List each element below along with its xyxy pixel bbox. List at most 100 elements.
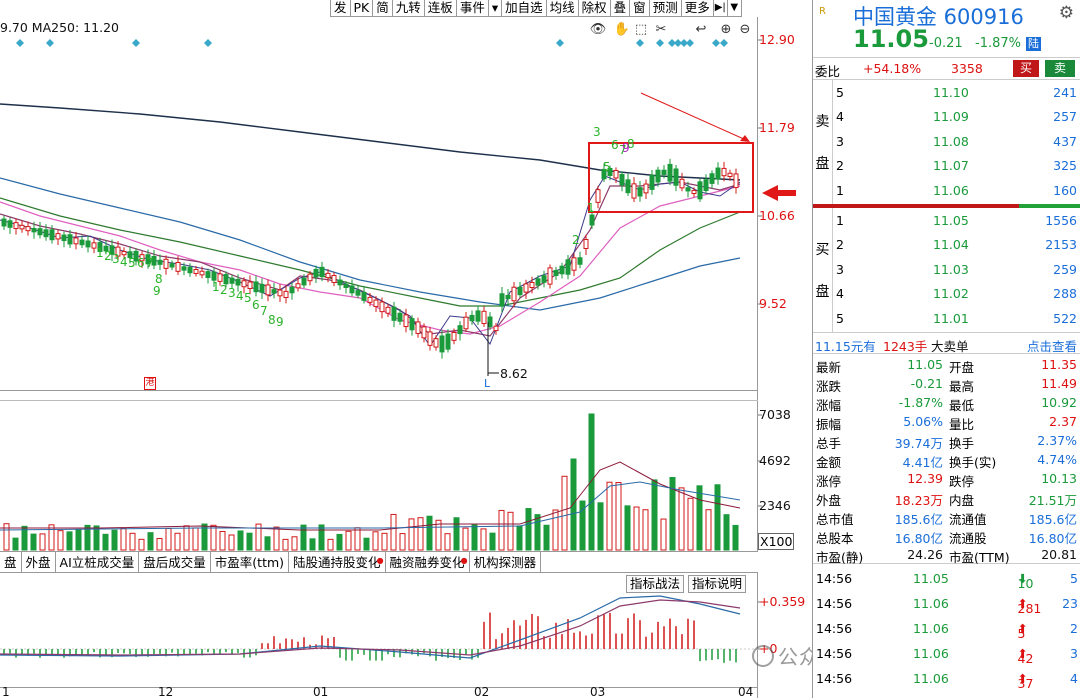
volume-bar (552, 509, 559, 551)
candlestick (19, 224, 25, 230)
indicator-help-button[interactable]: 指标说明 (688, 575, 747, 593)
event-diamond-icon[interactable] (680, 39, 688, 47)
eye-icon[interactable]: 👁 (590, 22, 607, 37)
ask-row[interactable]: 3 11.08 437 (833, 130, 1080, 154)
toolbar-item-jian[interactable]: 简 (373, 0, 393, 16)
tab-pe-ttm[interactable]: 市盈率(ttm) (211, 552, 290, 572)
bid-row[interactable]: 2 11.04 2153 (833, 233, 1080, 257)
ask-row[interactable]: 5 11.10 241 (833, 81, 1080, 105)
zoom-in-icon[interactable]: ⊕ (721, 22, 732, 37)
toolbar-dropdown-arrow[interactable]: ▾ (489, 0, 503, 16)
event-diamond-icon[interactable] (46, 39, 54, 47)
tab-northbound-holdings[interactable]: 陆股通持股变化 ● (289, 552, 386, 572)
candlestick (331, 274, 337, 283)
event-diamond-icon[interactable] (720, 39, 728, 47)
tab-waipan[interactable]: 外盘 (22, 552, 56, 572)
cursor-icon[interactable]: ⬚ (635, 22, 647, 37)
tab-ai-volume[interactable]: AI立桩成交量 (56, 552, 140, 572)
volume-bar (309, 538, 316, 551)
event-diamond-icon[interactable] (674, 39, 682, 47)
ask-label-char: 卖 (815, 114, 830, 130)
bid-level: 5 (836, 310, 844, 326)
event-diamond-icon[interactable] (16, 39, 24, 47)
toolbar-item-moving-average[interactable]: 均线 (547, 0, 579, 16)
toolbar-item-forecast[interactable]: 预测 (650, 0, 682, 16)
toolbar-item-more[interactable]: 更多 (682, 0, 714, 16)
event-diamond-icon[interactable] (686, 39, 694, 47)
event-diamond-icon[interactable] (712, 39, 720, 47)
candlestick (109, 245, 115, 255)
toolbar-item-window[interactable]: 窗 (630, 0, 650, 16)
scissors-icon[interactable]: ✂ (656, 22, 667, 37)
bid-row[interactable]: 1 11.05 1556 (833, 209, 1080, 233)
stat-row: 振幅 5.06% 量比 2.37 (813, 412, 1080, 432)
menu-arrow-icon[interactable]: ▼ (728, 0, 742, 16)
tab-institution-detector[interactable]: 机构探测器 (470, 552, 542, 572)
gear-icon[interactable]: ⚙ (1058, 3, 1074, 23)
ask-row[interactable]: 4 11.09 257 (833, 105, 1080, 129)
candlestick (157, 259, 163, 265)
toolbar-item-exright[interactable]: 除权 (579, 0, 611, 16)
ma120-line (0, 177, 741, 311)
stock-name[interactable]: 中国黄金 600916 (853, 5, 1024, 29)
stat-value: -0.21 (910, 376, 943, 391)
buy-button[interactable]: 买 (1013, 60, 1039, 77)
bid-row[interactable]: 4 11.02 288 (833, 282, 1080, 306)
indicator-strategy-button[interactable]: 指标战法 (626, 575, 685, 593)
back-arrow-icon[interactable]: ↩ (696, 22, 707, 37)
toolbar-item-jiuzhuan[interactable]: 九转 (393, 0, 425, 16)
volume-bar (282, 538, 289, 551)
kline-chart-area[interactable]: 👁 ✋ ⬚ ✂ ⊕ ⊖ ↩ 发 PK 简 九转 连板 事件 ▾ 加自选 均线 除权 叠 窗 … (0, 0, 967, 698)
event-diamond-icon[interactable] (556, 39, 564, 47)
candlestick (631, 183, 637, 199)
volume-bar (516, 525, 523, 551)
tab-after-hours-volume[interactable]: 盘后成交量 (139, 552, 211, 572)
candlestick (127, 251, 133, 259)
hand-icon[interactable]: ✋ (614, 21, 630, 37)
volume-axis-label: 2346 (759, 498, 791, 513)
ask-row[interactable]: 1 11.06 160 (833, 179, 1080, 203)
tab-margin-trading[interactable]: 融资融券变化 ● (386, 552, 470, 572)
bid-price: 11.04 (933, 237, 969, 253)
bid-price: 11.02 (933, 286, 969, 302)
bid-row[interactable]: 5 11.01 522 (833, 307, 1080, 331)
event-diamond-icon[interactable] (204, 39, 212, 47)
tick-volume: 42 ⬆ (1018, 646, 1034, 666)
event-diamond-icon[interactable] (132, 39, 140, 47)
panel-toggle-icon[interactable]: ▶| (714, 0, 728, 16)
tick-row: 14:56 11.06 281 ⬆ 23 (813, 591, 1080, 616)
ask-level: 1 (836, 182, 844, 198)
event-diamond-icon[interactable] (668, 39, 676, 47)
volume-bar (138, 538, 145, 551)
price-axis-label: 9.52 (759, 296, 787, 311)
volume-bar (489, 532, 496, 551)
hk-connect-badge[interactable]: 港 (144, 377, 156, 390)
candlestick (469, 314, 475, 322)
toolbar-item-fa[interactable]: 发 (331, 0, 351, 16)
bid-row[interactable]: 3 11.03 259 (833, 258, 1080, 282)
candlestick (277, 289, 283, 297)
big-order-summary: 11.15元有 1243手 大卖单 点击查看 (813, 332, 1080, 354)
candlestick (247, 281, 253, 290)
toolbar-item-lianban[interactable]: 连板 (425, 0, 457, 16)
bid-ask-strength-bar (813, 204, 1080, 208)
td-count: 1 (96, 246, 104, 260)
candlestick (661, 169, 667, 176)
event-diamond-icon[interactable] (636, 39, 644, 47)
toolbar-item-add-watchlist[interactable]: 加自选 (502, 0, 547, 16)
bid-book: 买 盘 1 11.05 1556 2 11.04 2153 3 11.03 259 4 11.02 2… (813, 208, 1080, 332)
event-diamond-icon[interactable] (656, 39, 664, 47)
bid-price: 11.05 (933, 213, 969, 228)
ask-price: 11.07 (933, 158, 969, 174)
view-detail-link[interactable]: 点击查看 (1026, 339, 1077, 354)
ask-row[interactable]: 2 11.07 325 (833, 154, 1080, 178)
zoom-out-icon[interactable]: ⊖ (740, 22, 751, 37)
sell-button[interactable]: 卖 (1045, 60, 1075, 77)
kline-chart[interactable]: 👁 ✋ ⬚ ✂ ⊕ ⊖ ↩ (0, 0, 812, 698)
toolbar-item-pk[interactable]: PK (351, 0, 374, 16)
candlestick (73, 237, 79, 245)
toolbar-item-overlay[interactable]: 叠 (611, 0, 631, 16)
toolbar-item-shijian[interactable]: 事件 (457, 0, 489, 16)
stat-row: 涨停 12.39 跌停 10.13 (813, 469, 1080, 489)
tab-pan[interactable]: 盘 (0, 552, 22, 572)
